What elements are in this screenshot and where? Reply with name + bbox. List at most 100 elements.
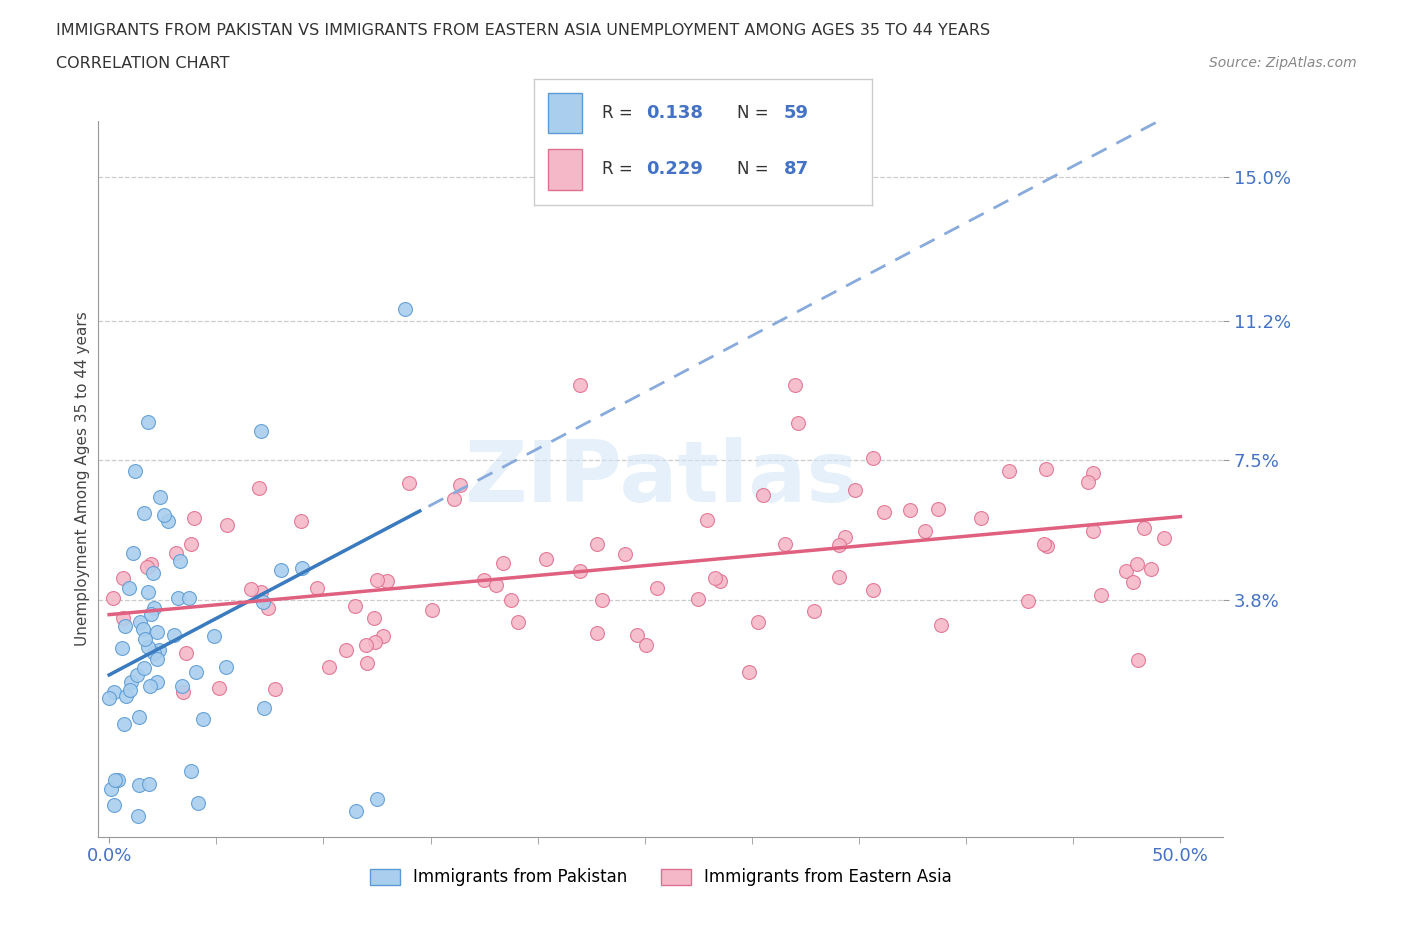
Point — [737, 665, 759, 680]
Point — [127, 809, 149, 824]
Point — [114, 618, 136, 633]
Point — [100, 782, 122, 797]
Point — [124, 464, 146, 479]
Point — [787, 416, 810, 431]
Point — [354, 637, 377, 652]
Point — [139, 556, 162, 571]
Point — [149, 489, 172, 504]
Point — [1122, 575, 1144, 590]
Point — [136, 639, 159, 654]
Point — [569, 378, 592, 392]
Point — [873, 504, 896, 519]
Point — [969, 511, 991, 525]
Point — [1140, 562, 1163, 577]
Point — [118, 581, 141, 596]
Point — [586, 626, 609, 641]
Point — [187, 796, 209, 811]
Point — [136, 585, 159, 600]
Point — [122, 545, 145, 560]
Point — [111, 641, 134, 656]
Point — [366, 573, 388, 588]
Text: 0.138: 0.138 — [645, 104, 703, 122]
Point — [1077, 474, 1099, 489]
Point — [335, 643, 357, 658]
Point — [472, 573, 495, 588]
Point — [103, 591, 125, 605]
Point — [614, 547, 637, 562]
Point — [709, 574, 731, 589]
Text: CORRELATION CHART: CORRELATION CHART — [56, 56, 229, 71]
Point — [132, 622, 155, 637]
Point — [534, 551, 557, 566]
Point — [118, 682, 141, 697]
Text: N =: N = — [737, 161, 768, 179]
Text: 0.229: 0.229 — [645, 161, 703, 179]
Point — [208, 681, 231, 696]
Point — [252, 701, 274, 716]
Point — [752, 487, 775, 502]
Point — [492, 555, 515, 570]
Point — [1083, 525, 1105, 539]
Y-axis label: Unemployment Among Ages 35 to 44 years: Unemployment Among Ages 35 to 44 years — [75, 312, 90, 646]
Point — [844, 483, 866, 498]
Point — [373, 628, 395, 643]
Point — [139, 606, 162, 621]
Point — [134, 506, 156, 521]
Point — [927, 501, 949, 516]
Point — [696, 512, 718, 527]
Point — [264, 682, 287, 697]
Point — [136, 559, 159, 574]
Point — [115, 688, 138, 703]
Point — [148, 643, 170, 658]
Text: ZIPatlas: ZIPatlas — [464, 437, 858, 521]
Point — [129, 614, 152, 629]
Point — [177, 591, 200, 605]
Point — [783, 378, 806, 392]
Point — [270, 562, 292, 577]
Point — [249, 585, 271, 600]
Point — [152, 508, 174, 523]
Point — [138, 777, 160, 791]
Point — [449, 478, 471, 493]
Text: Source: ZipAtlas.com: Source: ZipAtlas.com — [1209, 56, 1357, 70]
Point — [167, 591, 190, 605]
Point — [914, 524, 936, 538]
Point — [145, 674, 167, 689]
Point — [747, 615, 769, 630]
Point — [127, 668, 149, 683]
Point — [1033, 537, 1056, 551]
Point — [586, 537, 609, 551]
Point — [120, 675, 142, 690]
Point — [165, 545, 187, 560]
Point — [834, 530, 856, 545]
Point — [163, 628, 186, 643]
Point — [250, 423, 273, 438]
Point — [202, 629, 225, 644]
Point — [363, 610, 385, 625]
Point — [862, 582, 884, 597]
Point — [183, 511, 205, 525]
Point — [366, 791, 388, 806]
Bar — [548, 150, 582, 190]
Point — [180, 537, 202, 551]
Point — [1081, 466, 1104, 481]
Point — [501, 592, 523, 607]
Point — [356, 656, 378, 671]
Point — [1125, 557, 1147, 572]
Point — [98, 691, 121, 706]
Point — [112, 716, 135, 731]
Point — [485, 578, 508, 592]
Point — [1126, 653, 1149, 668]
Point — [704, 571, 727, 586]
Point — [136, 415, 159, 430]
Point — [645, 580, 668, 595]
Point — [398, 476, 420, 491]
Point — [1115, 564, 1137, 578]
Point — [318, 660, 340, 675]
Point — [828, 569, 851, 584]
Point — [307, 580, 329, 595]
Point — [193, 712, 215, 727]
Point — [344, 599, 367, 614]
Point — [138, 679, 160, 694]
Text: N =: N = — [737, 104, 768, 122]
